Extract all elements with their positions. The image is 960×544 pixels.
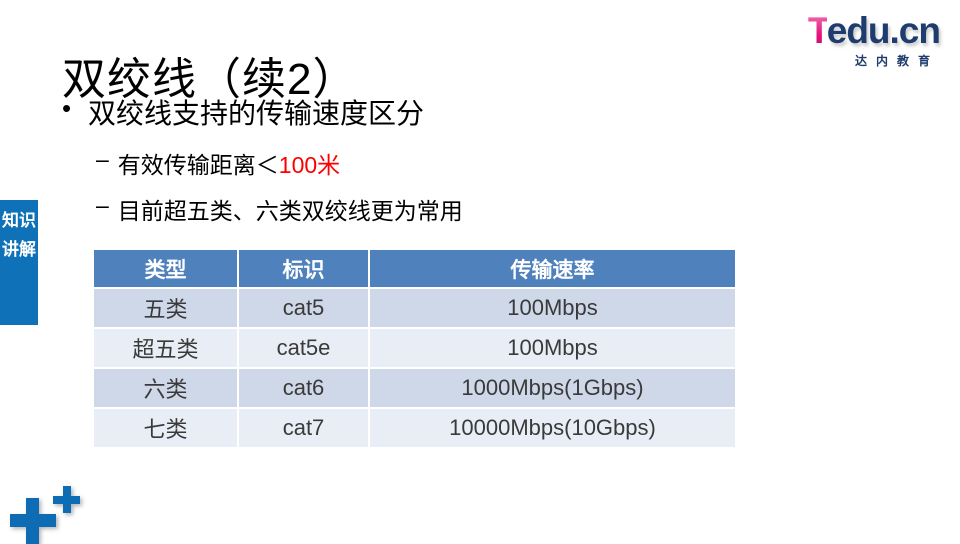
bullet-sub2-text: 目前超五类、六类双绞线更为常用 [117,198,463,224]
plus-icon [10,498,56,544]
plus-icon [53,486,80,513]
bullet-sub1-prefix: 有效传输距离＜ [117,152,279,178]
cell-type: 六类 [94,369,237,407]
cell-type: 超五类 [94,329,237,367]
table-row: 六类 cat6 1000Mbps(1Gbps) [94,369,735,407]
bullet-main-text: 双绞线支持的传输速度区分 [88,98,425,129]
cable-speed-table: 类型 标识 传输速率 五类 cat5 100Mbps 超五类 cat5e 100… [92,248,737,449]
bullet-sub1-text: 有效传输距离＜100米 [118,146,340,180]
cell-label: cat5 [239,289,368,327]
col-header-speed: 传输速率 [370,250,735,287]
cell-type: 七类 [94,409,237,447]
cell-speed: 100Mbps [370,329,735,367]
bullet-dot-marker: • [62,93,72,123]
cell-speed: 100Mbps [370,289,735,327]
tedu-logo-subtitle: 达内教育 [854,54,939,68]
bullet-sub-distance: – 有效传输距离＜100米 [96,146,340,180]
side-tab-knowledge: 知识讲解 [0,200,38,325]
col-header-type: 类型 [94,250,237,287]
cell-label: cat7 [239,409,368,447]
table-row: 超五类 cat5e 100Mbps [94,329,735,367]
cell-label: cat6 [239,369,368,407]
bullet-dash-marker: – [96,146,109,172]
bullet-main: • 双绞线支持的传输速度区分 [62,92,424,132]
cell-speed: 10000Mbps(10Gbps) [370,409,735,447]
cell-speed: 1000Mbps(1Gbps) [370,369,735,407]
page-title: 双绞线（续2） [62,55,358,105]
table-row: 七类 cat7 10000Mbps(10Gbps) [94,409,735,447]
cell-label: cat5e [239,329,368,367]
bullet-sub1-highlight: 100米 [278,152,341,178]
tedu-logo: Tedu.cn 达内教育 [807,10,941,69]
tedu-logo-wordmark: Tedu.cn [807,10,941,51]
bullet-sub-common-types: – 目前超五类、六类双绞线更为常用 [96,192,463,226]
col-header-label: 标识 [239,250,368,287]
bullet-dash-marker: – [96,192,109,218]
tedu-logo-t: T [807,10,828,51]
table-row: 五类 cat5 100Mbps [94,289,735,327]
tedu-logo-rest: edu.cn [826,10,941,51]
table-header-row: 类型 标识 传输速率 [94,250,735,287]
cell-type: 五类 [94,289,237,327]
